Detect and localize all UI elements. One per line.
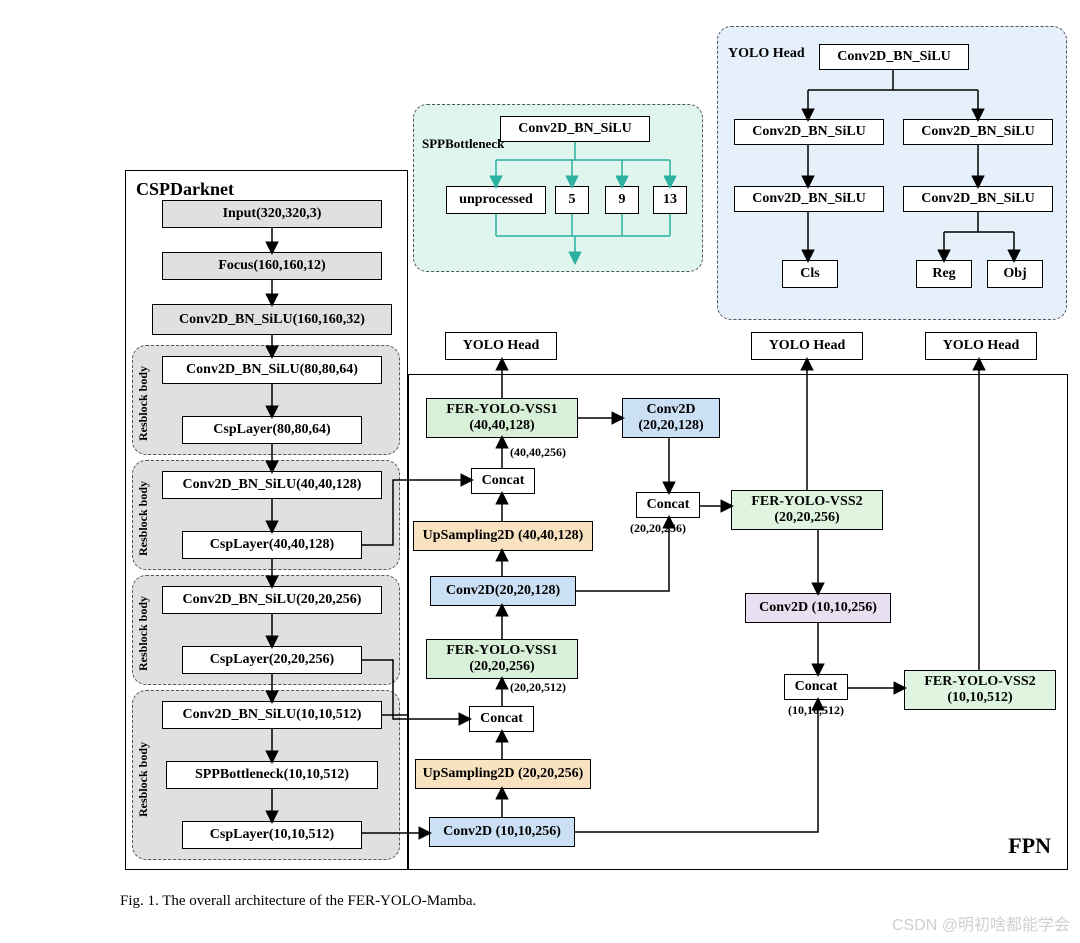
- yolo-head-1: YOLO Head: [445, 332, 557, 360]
- conv-bottom: Conv2D (10,10,256): [429, 817, 575, 847]
- vss1-b: FER-YOLO-VSS1 (40,40,128): [426, 398, 578, 438]
- concat3-dim: (20,20,256): [630, 521, 686, 536]
- concat4: Concat: [784, 674, 848, 700]
- yolo-head-2: YOLO Head: [751, 332, 863, 360]
- fpn-title: FPN: [996, 827, 1063, 865]
- up2: UpSampling2D (40,40,128): [413, 521, 593, 551]
- spp-unproc: unprocessed: [446, 186, 546, 214]
- yd-r1: Conv2D_BN_SiLU: [903, 119, 1053, 145]
- yd-l2: Conv2D_BN_SiLU: [734, 186, 884, 212]
- yd-cls: Cls: [782, 260, 838, 288]
- conv0-box: Conv2D_BN_SiLU(160,160,32): [152, 304, 392, 335]
- yolo-head-3: YOLO Head: [925, 332, 1037, 360]
- concat2-dim: (40,40,256): [510, 445, 566, 460]
- spp-9: 9: [605, 186, 639, 214]
- rb4-label: Resblock body: [136, 735, 151, 817]
- rb2-label: Resblock body: [136, 474, 151, 556]
- rb4-spp: SPPBottleneck(10,10,512): [166, 761, 378, 789]
- csdn-watermark: CSDN @明初啥都能学会: [892, 911, 1070, 935]
- rb2-csp: CspLayer(40,40,128): [182, 531, 362, 559]
- yd-r2: Conv2D_BN_SiLU: [903, 186, 1053, 212]
- spp-5: 5: [555, 186, 589, 214]
- figure-caption: Fig. 1. The overall architecture of the …: [120, 893, 476, 910]
- vss2-b: FER-YOLO-VSS2 (10,10,512): [904, 670, 1056, 710]
- yd-reg: Reg: [916, 260, 972, 288]
- rb3-conv: Conv2D_BN_SiLU(20,20,256): [162, 586, 382, 614]
- conv-down2: Conv2D (10,10,256): [745, 593, 891, 623]
- rb4-csp: CspLayer(10,10,512): [182, 821, 362, 849]
- yd-obj: Obj: [987, 260, 1043, 288]
- spp-top: Conv2D_BN_SiLU: [500, 116, 650, 142]
- vss1-a: FER-YOLO-VSS1 (20,20,256): [426, 639, 578, 679]
- vss2-a: FER-YOLO-VSS2 (20,20,256): [731, 490, 883, 530]
- yd-top: Conv2D_BN_SiLU: [819, 44, 969, 70]
- yolo-title: YOLO Head: [728, 46, 805, 62]
- rb1-conv: Conv2D_BN_SiLU(80,80,64): [162, 356, 382, 384]
- focus-box: Focus(160,160,12): [162, 252, 382, 280]
- concat4-dim: (10,10,512): [788, 703, 844, 718]
- concat3: Concat: [636, 492, 700, 518]
- rb3-csp: CspLayer(20,20,256): [182, 646, 362, 674]
- rb3-label: Resblock body: [136, 589, 151, 671]
- rb1-csp: CspLayer(80,80,64): [182, 416, 362, 444]
- concat2: Concat: [471, 468, 535, 494]
- up1: UpSampling2D (20,20,256): [415, 759, 591, 789]
- concat1-dim: (20,20,512): [510, 680, 566, 695]
- concat1: Concat: [469, 706, 534, 732]
- rb2-conv: Conv2D_BN_SiLU(40,40,128): [162, 471, 382, 499]
- rb4-conv: Conv2D_BN_SiLU(10,10,512): [162, 701, 382, 729]
- spp-13: 13: [653, 186, 687, 214]
- fpn-panel: FPN: [408, 374, 1068, 870]
- spp-title: SPPBottleneck: [422, 136, 504, 152]
- yd-l1: Conv2D_BN_SiLU: [734, 119, 884, 145]
- input-box: Input(320,320,3): [162, 200, 382, 228]
- conv-mid: Conv2D(20,20,128): [430, 576, 576, 606]
- conv-down1: Conv2D (20,20,128): [622, 398, 720, 438]
- rb1-label: Resblock body: [136, 359, 151, 441]
